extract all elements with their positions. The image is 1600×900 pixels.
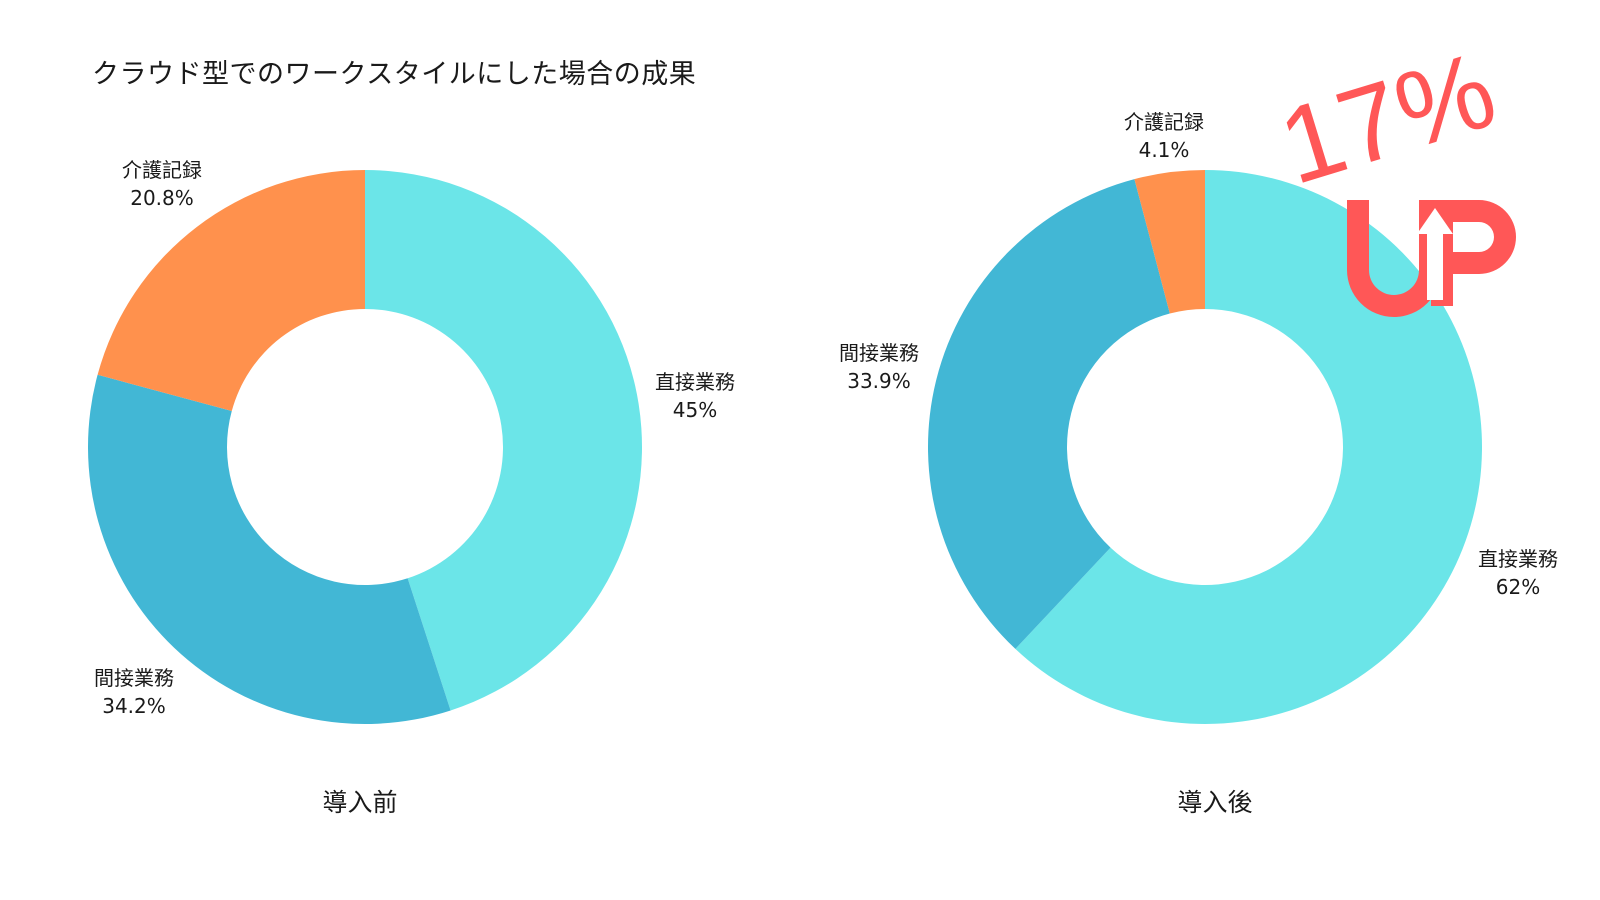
slice-name: 直接業務 [655,370,735,394]
arrow-up-icon [1417,208,1453,300]
badge-percent-text: 17% [1275,50,1508,207]
slice-value: 62% [1495,575,1541,599]
slice-label-care-record-after: 介護記録 4.1% [1124,108,1204,164]
slice-label-indirect-after: 間接業務 33.9% [839,339,919,395]
chart-subtitle-after: 導入後 [1177,788,1253,817]
slice-value: 34.2% [102,694,166,718]
donut-chart-after [927,170,1482,724]
slice-value: 4.1% [1138,138,1190,162]
slice-name: 間接業務 [94,666,174,690]
slice-value: 45% [672,398,718,422]
badge-up-text [1347,200,1516,317]
slice-value: 20.8% [130,186,194,210]
donut-slice [365,170,642,711]
slice-name: 介護記録 [1124,110,1204,134]
slice-label-indirect-before: 間接業務 34.2% [94,664,174,720]
donut-chart-before [88,170,642,724]
slice-label-care-record-before: 介護記録 20.8% [122,156,202,212]
slice-value: 33.9% [847,369,911,393]
slice-label-direct-after: 直接業務 62% [1478,545,1558,601]
slice-name: 介護記録 [122,158,202,182]
slice-name: 間接業務 [839,341,919,365]
donut-slice [88,374,451,724]
donut-slice [927,179,1170,649]
slice-name: 直接業務 [1478,547,1558,571]
chart-subtitle-before: 導入前 [322,788,398,817]
donut-slice [97,170,365,412]
slice-label-direct-before: 直接業務 45% [655,368,735,424]
page-title: クラウド型でのワークスタイルにした場合の成果 [92,59,697,90]
donut-slice [1134,170,1205,314]
increase-badge: 17% [1275,50,1516,317]
donut-slice [1015,170,1482,724]
